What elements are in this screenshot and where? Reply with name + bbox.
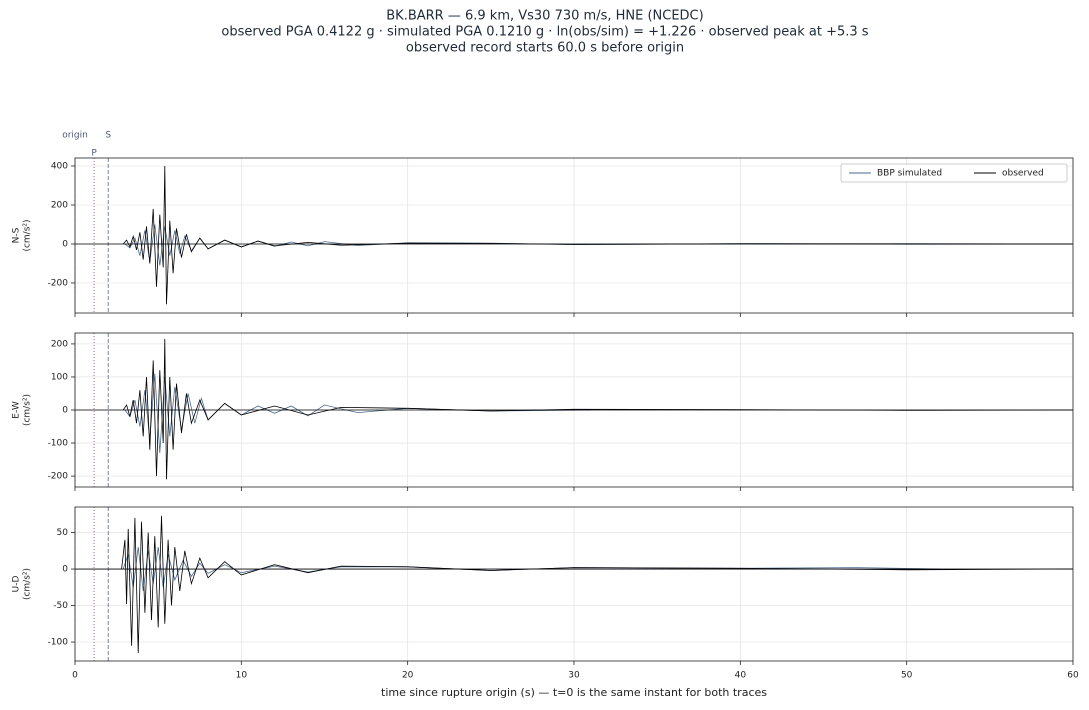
marker-label: S <box>105 131 111 141</box>
trace <box>124 224 1073 266</box>
trace <box>122 165 1073 305</box>
y-tick-label: 50 <box>57 528 69 538</box>
trace <box>124 373 591 454</box>
y-tick-label: 100 <box>51 372 68 382</box>
title-line: observed record starts 60.0 s before ori… <box>406 41 684 56</box>
title-line: BK.BARR — 6.9 km, Vs30 730 m/s, HNE (NCE… <box>386 9 703 24</box>
axes-frame <box>74 506 1074 662</box>
y-tick-label: 0 <box>62 239 68 249</box>
x-tick-label: 20 <box>402 671 414 681</box>
y-label: U-D <box>12 576 22 593</box>
legend-label: BBP simulated <box>877 169 942 179</box>
x-tick-label: 50 <box>901 671 913 681</box>
axes-frame <box>74 332 1074 488</box>
y-tick-label: 200 <box>51 339 68 349</box>
marker-label: origin <box>62 131 88 141</box>
trace <box>122 338 1073 480</box>
legend-label: observed <box>1002 169 1044 179</box>
y-unit: (cm/s²) <box>23 568 33 600</box>
x-tick-label: 0 <box>72 671 78 681</box>
title-line: observed PGA 0.4122 g · simulated PGA 0.… <box>221 25 868 40</box>
y-tick-label: -100 <box>48 638 69 648</box>
y-unit: (cm/s²) <box>23 219 33 251</box>
y-label: E-W <box>12 401 22 419</box>
x-tick-label: 60 <box>1067 671 1079 681</box>
y-tick-label: -100 <box>48 439 69 449</box>
y-tick-label: 0 <box>62 406 68 416</box>
y-label: N-S <box>12 227 22 243</box>
y-tick-label: 400 <box>51 161 68 171</box>
axes-frame <box>74 157 1074 314</box>
x-tick-label: 10 <box>236 671 248 681</box>
y-tick-label: 0 <box>62 565 68 575</box>
x-label: time since rupture origin (s) — t=0 is t… <box>381 686 767 699</box>
legend-box <box>840 163 1068 183</box>
y-tick-label: -200 <box>48 278 69 288</box>
y-tick-label: -50 <box>53 601 68 611</box>
x-tick-label: 30 <box>568 671 580 681</box>
trace <box>121 515 1073 654</box>
y-unit: (cm/s²) <box>23 394 33 426</box>
x-tick-label: 40 <box>735 671 747 681</box>
y-tick-label: 200 <box>51 200 68 210</box>
y-tick-label: -200 <box>48 472 69 482</box>
marker-label: P <box>91 149 97 159</box>
